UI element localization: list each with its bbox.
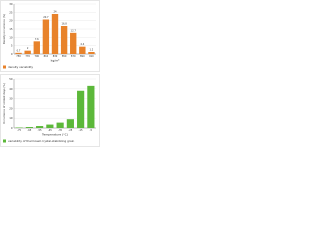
x-tick-label: -65 [27, 129, 31, 132]
y-axis-title: Occurrence of coldest days (%) [2, 83, 6, 124]
bar [42, 19, 50, 54]
bar [79, 46, 86, 54]
value-label: 16.8 [61, 23, 67, 26]
panel-frame [0, 74, 100, 147]
x-tick-label: 790 [34, 55, 39, 58]
x-tick-label: 810 [44, 55, 49, 58]
chart-caption: variability of thermoset crystal-stabili… [8, 139, 75, 143]
x-tick-label: -35 [58, 129, 62, 132]
bar [70, 32, 77, 54]
x-axis-title: Temperature (°C) [41, 133, 68, 137]
x-tick-label: 830 [53, 55, 58, 58]
bar [60, 26, 68, 54]
x-tick-label: 850 [62, 55, 67, 58]
bar [56, 122, 64, 128]
value-label: 4.4 [80, 43, 84, 46]
value-label: 1.2 [90, 49, 94, 52]
legend-swatch [3, 139, 6, 143]
y-tick-label: 40 [9, 87, 13, 91]
y-tick-label: 20 [9, 106, 13, 110]
value-label: 20.7 [43, 16, 49, 19]
chart-caption: density variability [8, 65, 33, 69]
value-label: 24 [53, 11, 57, 14]
x-tick-label: 750 [16, 55, 21, 58]
y-tick-label: 30 [9, 97, 13, 101]
x-tick-label: -25 [68, 129, 72, 132]
y-tick-label: 20 [9, 19, 13, 23]
x-tick-label: -15 [79, 129, 83, 132]
y-axis-title: Density occurrence (%) [2, 14, 6, 44]
bar [24, 50, 31, 54]
bar [88, 52, 95, 54]
y-tick-label: 15 [9, 27, 13, 31]
x-tick-label: 890 [80, 55, 85, 58]
bar [36, 126, 44, 128]
y-tick-label: 25 [9, 10, 13, 14]
value-label: 0.7 [17, 49, 21, 52]
bar [15, 52, 22, 54]
page: 0 5 10 15 20 25 30 750 0.7 770 2 790 7.6 810 20.7 830 24… [0, 0, 100, 147]
bar [87, 85, 95, 128]
x-tick-label: -75 [17, 129, 21, 132]
bar [46, 124, 54, 128]
value-label: 2 [27, 47, 29, 50]
y-tick-label: 10 [9, 35, 13, 39]
value-label: 7.6 [35, 38, 39, 41]
y-tick-label: 50 [9, 77, 13, 81]
x-tick-label: 770 [25, 55, 30, 58]
x-tick-label: 870 [71, 55, 76, 58]
y-tick-label: 30 [9, 2, 13, 6]
y-tick-label: 10 [9, 116, 13, 120]
panel-frame [0, 0, 100, 72]
x-tick-label: 910 [89, 55, 94, 58]
y-tick-label: 0 [11, 126, 13, 130]
x-tick-label: -45 [48, 129, 52, 132]
y-tick-label: 5 [11, 44, 13, 48]
x-axis-title: kg/m³ [51, 59, 61, 63]
value-label: 12.7 [71, 29, 77, 32]
bar [33, 41, 40, 54]
x-tick-label: -55 [38, 129, 42, 132]
y-tick-label: 0 [11, 52, 13, 56]
x-tick-label: -5 [90, 129, 93, 132]
bar [66, 119, 74, 128]
bar [51, 14, 59, 54]
bar [25, 127, 33, 128]
bar [77, 90, 85, 128]
legend-swatch [3, 65, 6, 69]
